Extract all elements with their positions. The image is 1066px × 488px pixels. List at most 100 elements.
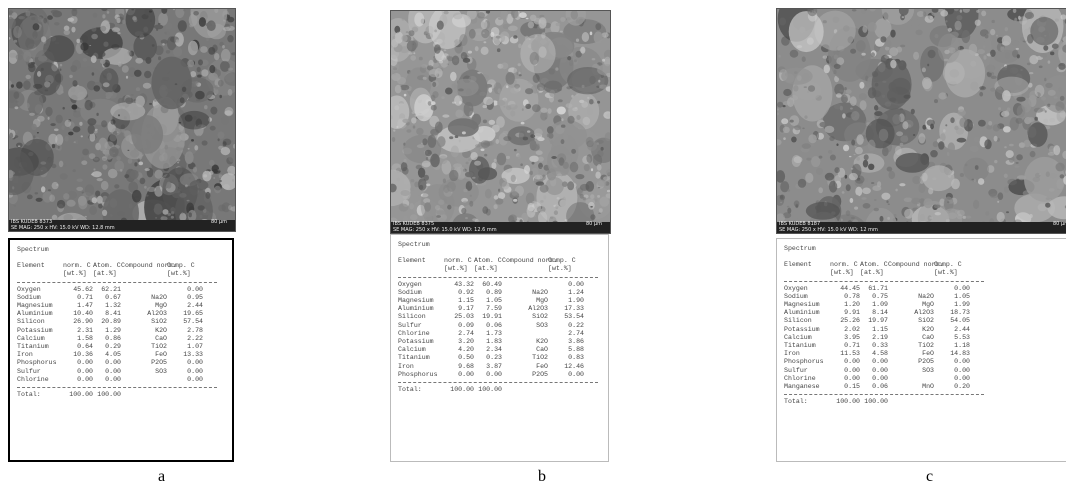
table-cell: Na2O: [502, 289, 548, 297]
table-cell: 17.33: [548, 305, 584, 313]
spectrum-table: SpectrumElementnorm. CAtom. CCompound no…: [8, 238, 234, 462]
table-cell: 2.34: [474, 346, 502, 354]
table-cell: 2.44: [934, 326, 970, 334]
table-cell: 7.59: [474, 305, 502, 313]
table-cell: Al2O3: [888, 309, 934, 317]
header-cell: norm. C: [444, 257, 474, 265]
table-row: Titanium0.710.33TiO21.18: [784, 342, 1066, 350]
table-cell: 20.89: [93, 318, 121, 326]
table-cell: P2O5: [121, 359, 167, 367]
table-cell: 44.45: [830, 285, 860, 293]
table-cell: Potassium: [784, 326, 830, 334]
table-cell: 9.17: [444, 305, 474, 313]
table-cell: K2O: [121, 327, 167, 335]
spacer: [888, 269, 934, 277]
table-cell: 10.40: [63, 310, 93, 318]
header-cell: [at.%]: [860, 269, 888, 277]
table-cell: 0.00: [63, 359, 93, 367]
table-row: Calcium1.580.86CaO2.22: [17, 335, 225, 343]
table-cell: 13.33: [167, 351, 203, 359]
table-row: Magnesium1.471.32MgO2.44: [17, 302, 225, 310]
header-cell: Atom. C: [93, 262, 121, 270]
table-cell: 0.92: [444, 289, 474, 297]
spacer: [502, 265, 548, 273]
table-cell: 0.22: [548, 322, 584, 330]
table-cell: 0.71: [63, 294, 93, 302]
table-cell: 19.65: [167, 310, 203, 318]
total-cell: 100.00: [830, 398, 860, 406]
table-cell: 1.05: [474, 297, 502, 305]
table-row: Phosphorus0.000.00P2O50.00: [784, 358, 1066, 366]
total-cell: Total:: [398, 386, 444, 394]
header-cell: norm. C: [63, 262, 93, 270]
header-row: [wt.%][at.%][wt.%]: [784, 269, 1066, 277]
table-cell: 0.06: [474, 322, 502, 330]
table-row: Iron9.683.87FeO12.46: [398, 363, 601, 371]
table-cell: 0.50: [444, 354, 474, 362]
table-cell: Calcium: [398, 346, 444, 354]
header-cell: Element: [398, 257, 444, 265]
empty-cell: [502, 281, 548, 289]
panel-label: c: [926, 468, 933, 486]
table-cell: 0.00: [830, 375, 860, 383]
table-cell: 3.87: [474, 363, 502, 371]
figure: IBS KUDEB 8373SE MAG: 250 x HV: 15.0 kV …: [0, 0, 1066, 488]
table-row: Chlorine0.000.000.00: [784, 375, 1066, 383]
header-cell: Atom. C: [474, 257, 502, 265]
table-row: Phosphorus0.000.00P2O50.00: [17, 359, 225, 367]
table-cell: SO3: [502, 322, 548, 330]
table-cell: 26.90: [63, 318, 93, 326]
table-cell: 25.03: [444, 313, 474, 321]
table-row: Silicon26.9020.89SiO257.54: [17, 318, 225, 326]
scale-bar: 80 µm: [1053, 222, 1066, 228]
table-cell: 0.00: [167, 286, 203, 294]
table-cell: Al2O3: [121, 310, 167, 318]
header-cell: [wt.%]: [63, 270, 93, 278]
scale-bar: 80 µm: [586, 222, 602, 228]
table-cell: Silicon: [784, 317, 830, 325]
separator: [398, 277, 598, 278]
table-cell: 0.64: [63, 343, 93, 351]
table-cell: 0.95: [167, 294, 203, 302]
header-cell: [wt.%]: [548, 265, 584, 273]
table-cell: Titanium: [17, 343, 63, 351]
table-cell: Chlorine: [398, 330, 444, 338]
table-cell: Titanium: [784, 342, 830, 350]
table-cell: MgO: [502, 297, 548, 305]
header-cell: Element: [17, 262, 63, 270]
separator: [784, 394, 984, 395]
table-row: Chlorine0.000.000.00: [17, 376, 225, 384]
table-cell: 0.00: [934, 375, 970, 383]
sem-texture: [9, 9, 235, 231]
table-cell: Iron: [398, 363, 444, 371]
table-cell: 0.33: [860, 342, 888, 350]
header-cell: Compound norm.: [121, 262, 167, 270]
table-row: Sulfur0.090.06SO30.22: [398, 322, 601, 330]
table-cell: 1.09: [860, 301, 888, 309]
sem-info-bar: IBS KUDEB 8375SE MAG: 250 x HV: 15.0 kV …: [391, 222, 610, 233]
table-cell: Titanium: [398, 354, 444, 362]
empty-cell: [888, 285, 934, 293]
header-cell: [wt.%]: [444, 265, 474, 273]
table-cell: 0.00: [548, 281, 584, 289]
table-cell: Sodium: [17, 294, 63, 302]
table-cell: Oxygen: [17, 286, 63, 294]
table-cell: 0.00: [167, 368, 203, 376]
table-cell: 0.00: [93, 359, 121, 367]
table-cell: 0.00: [63, 376, 93, 384]
header-cell: Element: [784, 261, 830, 269]
table-cell: 9.91: [830, 309, 860, 317]
table-cell: 0.00: [830, 367, 860, 375]
sem-info-bar: IBS KUDEB 8187SE MAG: 250 x HV: 15.0 kV …: [777, 222, 1066, 233]
panel: IBS KUDEB 8187SE MAG: 250 x HV: 15.0 kV …: [776, 0, 1066, 488]
table-row: Potassium2.311.29K2O2.78: [17, 327, 225, 335]
table-cell: Na2O: [888, 293, 934, 301]
table-cell: P2O5: [888, 358, 934, 366]
